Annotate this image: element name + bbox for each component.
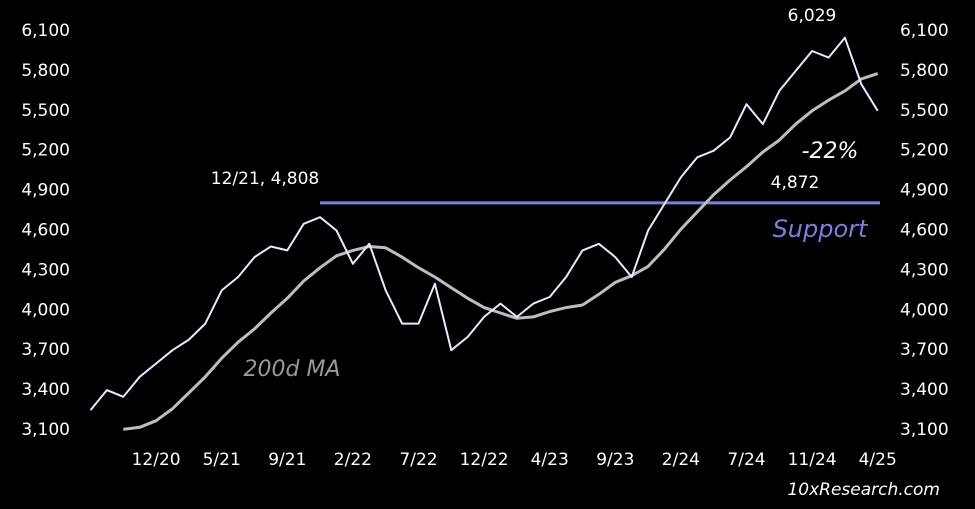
low-annotation: 4,872 [771,173,820,193]
x-tick-label: 5/21 [203,450,241,470]
y-tick-label: 5,200 [21,141,70,161]
y2-tick-label: 4,600 [900,221,949,241]
y-tick-label: 6,100 [21,21,70,41]
y2-tick-label: 5,800 [900,61,949,81]
x-tick-label: 9/23 [596,450,634,470]
y2-tick-label: 3,400 [900,380,949,400]
y-tick-label: 4,900 [21,181,70,201]
support-label: Support [773,215,869,243]
y2-tick-label: 3,100 [900,420,949,440]
high-annotation: 12/21, 4,808 [211,169,319,189]
ma-line [123,72,879,431]
y2-tick-label: 5,500 [900,101,949,121]
source: 10xResearch.com [787,480,940,500]
y2-tick-label: 4,900 [900,181,949,201]
price-line [89,36,879,411]
x-tick-label: 7/24 [727,450,765,470]
y2-tick-label: 5,200 [900,141,949,161]
peak-annotation: 6,029 [788,6,837,26]
x-tick-label: 12/20 [132,450,181,470]
y-tick-label: 4,600 [21,221,70,241]
y-tick-label: 4,000 [21,300,70,320]
y-tick-label: 3,400 [21,380,70,400]
x-tick-label: 4/25 [859,450,897,470]
x-tick-label: 9/21 [268,450,306,470]
y-tick-label: 3,700 [21,340,70,360]
y2-tick-label: 6,100 [900,21,949,41]
y-tick-label: 5,500 [21,101,70,121]
y2-tick-label: 4,000 [900,300,949,320]
y-tick-label: 5,800 [21,61,70,81]
y-tick-label: 4,300 [21,260,70,280]
ma-label: 200d MA [244,357,341,382]
x-tick-label: 2/24 [662,450,700,470]
y2-tick-label: 4,300 [900,260,949,280]
x-tick-label: 12/22 [460,450,509,470]
x-tick-label: 4/23 [531,450,569,470]
x-tick-label: 11/24 [788,450,837,470]
x-tick-label: 7/22 [399,450,437,470]
y2-tick-label: 3,700 [900,340,949,360]
drawdown-annotation: -22% [802,139,859,164]
x-tick-label: 2/22 [334,450,372,470]
y-tick-label: 3,100 [21,420,70,440]
